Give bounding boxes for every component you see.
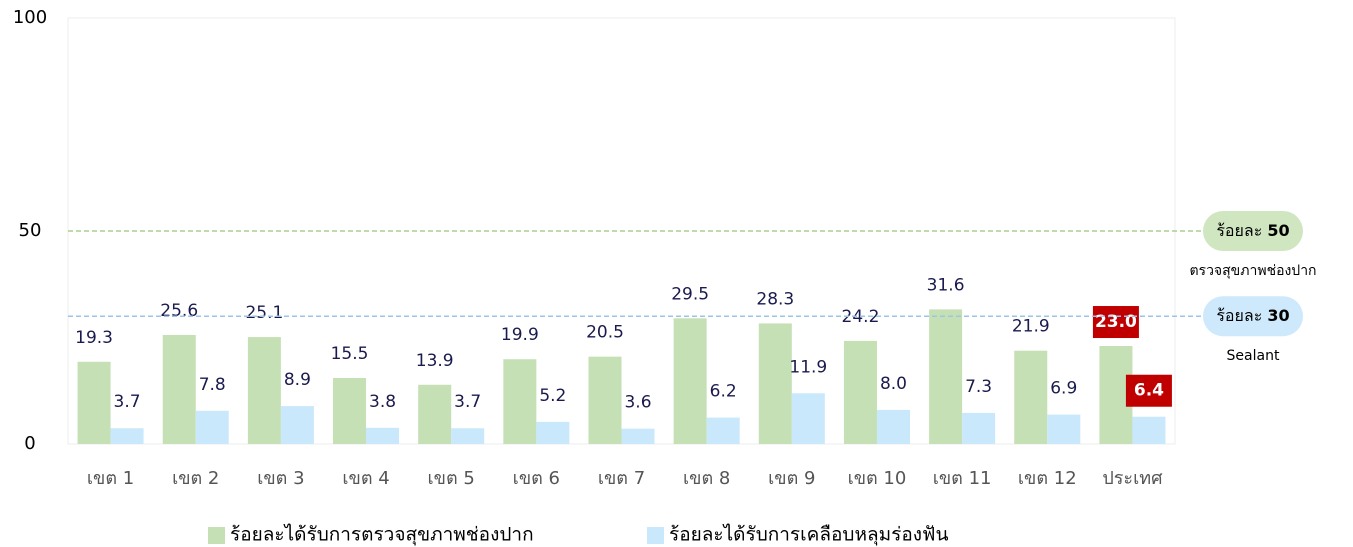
reference-label: ร้อยละ 50 <box>1216 221 1289 240</box>
bar <box>280 406 314 444</box>
value-label: 23.0 <box>1095 312 1137 332</box>
value-label: 11.9 <box>789 357 827 377</box>
x-tick-label: เขต 1 <box>87 468 134 489</box>
value-label: 25.6 <box>160 301 198 321</box>
legend-label: ร้อยละได้รับการตรวจสุขภาพช่องปาก <box>230 524 534 547</box>
bar <box>929 309 963 444</box>
value-label: 3.7 <box>454 392 481 412</box>
bar <box>706 417 740 444</box>
value-label: 6.9 <box>1050 379 1077 399</box>
bar <box>110 428 144 444</box>
value-label: 6.4 <box>1134 381 1164 401</box>
bar <box>247 337 281 444</box>
x-tick-label: เขต 6 <box>513 468 560 489</box>
bar <box>1132 416 1166 444</box>
value-label: 25.1 <box>245 303 283 323</box>
reference-note: ตรวจสุขภาพช่องปาก <box>1189 263 1316 279</box>
x-tick-label: เขต 11 <box>933 468 992 489</box>
value-label: 31.6 <box>927 275 965 295</box>
bar <box>758 323 792 444</box>
legend-swatch <box>647 527 664 544</box>
reference-label-text: ร้อยละ <box>1216 221 1262 240</box>
bar <box>503 359 537 444</box>
value-label: 7.3 <box>965 377 992 397</box>
value-label: 3.8 <box>369 392 396 412</box>
value-label: 6.2 <box>710 382 737 402</box>
reference-label: ร้อยละ 30 <box>1216 306 1289 325</box>
value-label: 21.9 <box>1012 317 1050 337</box>
bar <box>77 361 111 444</box>
value-label: 8.0 <box>880 374 907 394</box>
value-label: 20.5 <box>586 323 624 343</box>
bar <box>621 428 655 444</box>
x-tick-label: เขต 12 <box>1018 468 1077 489</box>
highlight-box <box>1092 306 1139 339</box>
reference-label-text: ร้อยละ <box>1216 306 1262 325</box>
value-label: 5.2 <box>539 386 566 406</box>
bar <box>536 421 570 444</box>
reference-pill <box>1203 211 1303 251</box>
bar <box>1014 350 1048 444</box>
value-label: 19.9 <box>501 325 539 345</box>
value-label: 15.5 <box>331 344 369 364</box>
bar <box>876 409 910 444</box>
x-tick-label: เขต 9 <box>768 468 815 489</box>
bar <box>962 412 996 444</box>
y-tick-label: 50 <box>19 220 42 241</box>
bar <box>451 428 485 444</box>
y-tick-label: 0 <box>24 433 35 454</box>
bar <box>366 427 400 444</box>
x-tick-label: เขต 3 <box>257 468 304 489</box>
bar <box>791 393 825 444</box>
bar <box>1047 414 1081 444</box>
x-tick-label: เขต 10 <box>848 468 907 489</box>
reference-pill <box>1203 296 1303 337</box>
reference-value: 50 <box>1267 221 1289 240</box>
highlight-box <box>1125 374 1172 407</box>
value-label: 8.9 <box>284 370 311 390</box>
reference-note: Sealant <box>1227 348 1280 364</box>
value-label: 19.3 <box>75 328 113 348</box>
bar <box>673 318 707 444</box>
x-tick-label: เขต 5 <box>428 468 475 489</box>
bar <box>843 340 877 444</box>
value-label: 3.7 <box>114 392 141 412</box>
value-label: 7.8 <box>199 375 226 395</box>
y-tick-label: 100 <box>13 7 47 28</box>
legend-swatch <box>208 527 225 544</box>
value-label: 28.3 <box>756 289 794 309</box>
x-tick-label: เขต 2 <box>172 468 219 489</box>
bar <box>162 334 196 444</box>
reference-value: 30 <box>1267 306 1289 325</box>
x-tick-label: เขต 4 <box>342 468 389 489</box>
value-label: 13.9 <box>416 351 454 371</box>
x-tick-label: ประเทศ <box>1102 468 1163 489</box>
legend-label: ร้อยละได้รับการเคลือบหลุมร่องฟัน <box>669 524 948 547</box>
bar <box>333 377 367 444</box>
x-tick-label: เขต 7 <box>598 468 645 489</box>
x-tick-label: เขต 8 <box>683 468 730 489</box>
bar <box>195 410 229 444</box>
bar <box>418 384 452 444</box>
value-label: 3.6 <box>624 393 651 413</box>
bar <box>588 356 622 444</box>
value-label: 29.5 <box>671 284 709 304</box>
